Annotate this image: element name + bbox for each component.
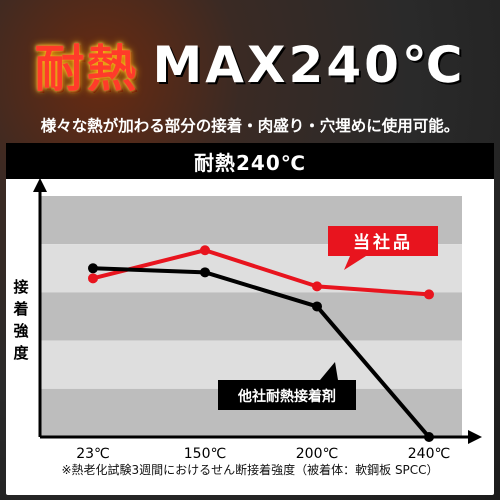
chart-band-2 [40, 292, 462, 341]
y-axis-arrow [33, 178, 47, 192]
series-line-1 [92, 266, 431, 439]
legend-box-competitor [218, 380, 356, 410]
headline-max-temperature: MAX240℃ [152, 36, 466, 94]
data-point [88, 263, 98, 274]
x-axis-arrow [468, 430, 482, 444]
footnote: ※熱老化試験3週間におけるせん断接着強度（被着体：軟鋼板 SPCC） [61, 463, 439, 477]
y-axis-label: 接着強度 [12, 278, 29, 362]
data-point [424, 289, 434, 300]
chart-title-bar: 耐熱240℃ [6, 143, 494, 179]
data-point [312, 281, 322, 292]
legend-pointer-own-product [344, 256, 366, 270]
data-point [200, 267, 210, 278]
data-point [88, 273, 98, 284]
data-point [200, 245, 210, 256]
x-tick-label: 23℃ [76, 446, 110, 462]
data-point [424, 432, 434, 442]
legend-label-own-product: 当社品 [353, 232, 413, 253]
subtitle: 様々な熱が加わる部分の接着・肉盛り・穴埋めに使用可能。 [40, 117, 460, 135]
headline: 耐熱 MAX240℃ [0, 30, 500, 100]
data-point [312, 301, 322, 312]
series-line-0 [92, 248, 430, 297]
x-tick-label: 200℃ [296, 446, 338, 462]
legend-box-own-product [328, 226, 438, 256]
chart-title: 耐熱240℃ [194, 150, 306, 175]
legend-label-competitor: 他社耐熱接着剤 [237, 388, 336, 405]
legend-pointer-competitor [320, 362, 338, 380]
headline-heat-resistant: 耐熱 [34, 40, 139, 98]
x-tick-label: 150℃ [184, 446, 226, 462]
x-tick-label: 240℃ [408, 446, 450, 462]
